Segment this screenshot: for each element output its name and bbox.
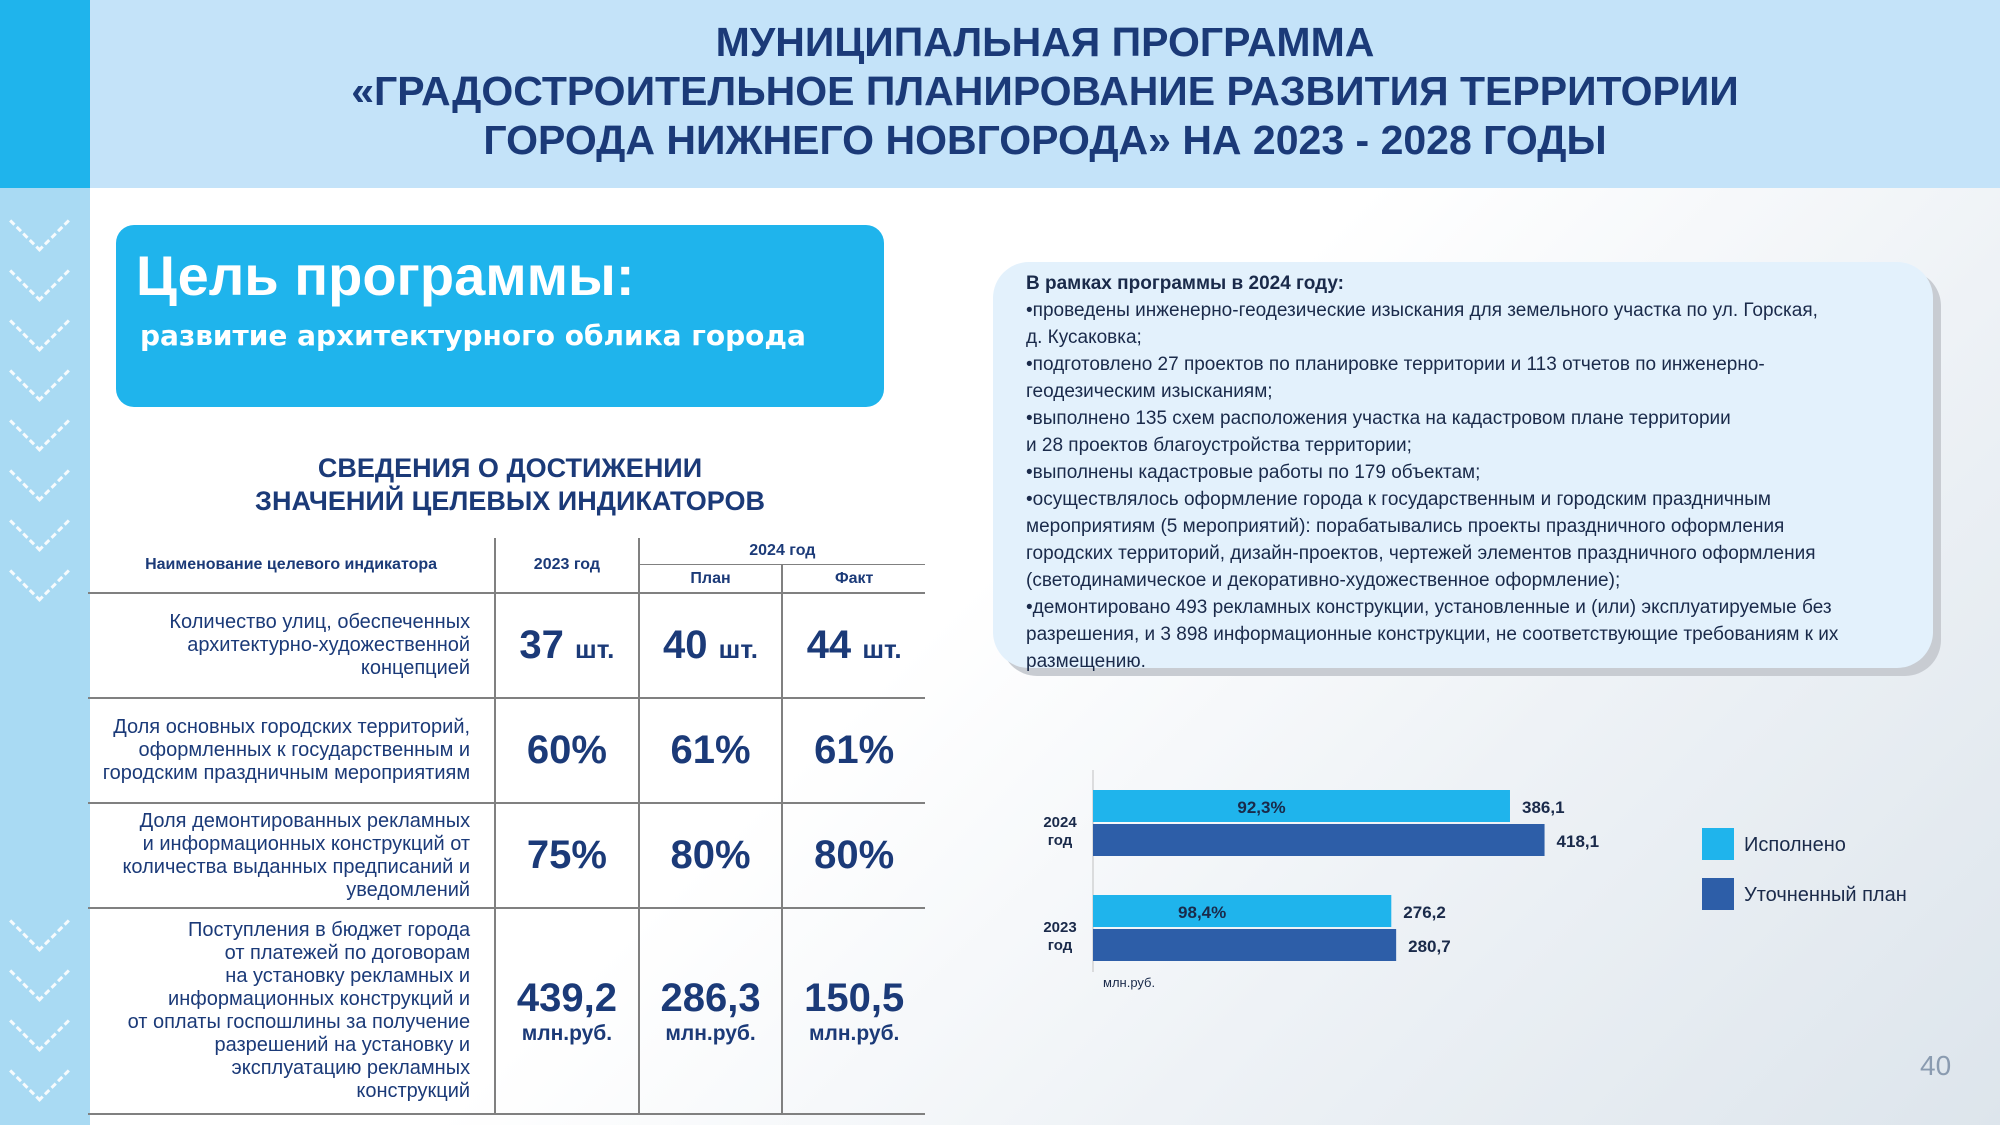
category-label: 2023 bbox=[1043, 919, 1076, 936]
value-fact: 80% bbox=[781, 803, 925, 909]
legend-label: Уточненный план bbox=[1744, 884, 1907, 906]
indicators-title: СВЕДЕНИЯ О ДОСТИЖЕНИИ ЗНАЧЕНИЙ ЦЕЛЕВЫХ И… bbox=[180, 452, 840, 518]
indicator-name: Количество улиц, обеспеченных архитектур… bbox=[88, 593, 496, 699]
data-label: 418,1 bbox=[1557, 832, 1600, 851]
info-line: •выполнены кадастровые работы по 179 объ… bbox=[1026, 462, 1481, 483]
col-header-fact: Факт bbox=[781, 564, 925, 595]
info-line: •подготовлено 27 проектов по планировке … bbox=[1026, 354, 1765, 375]
goal-text: развитие архитектурного облика города bbox=[140, 319, 806, 352]
indicators-title-line: СВЕДЕНИЯ О ДОСТИЖЕНИИ bbox=[317, 453, 703, 483]
col-header-2024: 2024 год bbox=[637, 538, 925, 566]
budget-chart: 2024год386,1418,192,3%2023год276,2280,79… bbox=[1043, 770, 1907, 990]
category-label: год bbox=[1048, 937, 1073, 954]
page-title-line: МУНИЦИПАЛЬНАЯ ПРОГРАММА bbox=[715, 19, 1375, 65]
data-label: 280,7 bbox=[1408, 937, 1451, 956]
chart-bar bbox=[1093, 790, 1510, 822]
info-line: •осуществлялось оформление города к госу… bbox=[1026, 489, 1771, 510]
goal-title: Цель программы: bbox=[136, 244, 635, 307]
indicator-name: Доля основных городских территорий, офор… bbox=[88, 698, 496, 804]
info-line: городских территорий, дизайн-проектов, ч… bbox=[1026, 543, 1816, 564]
left-decor-top bbox=[0, 0, 90, 188]
legend-swatch bbox=[1702, 828, 1734, 860]
table-row: Доля основных городских территорий, офор… bbox=[88, 698, 925, 804]
col-header-plan: План bbox=[637, 564, 783, 595]
info-line: разрешения, и 3 898 информационные конст… bbox=[1026, 624, 1839, 645]
info-heading: В рамках программы в 2024 году: bbox=[1026, 273, 1344, 294]
info-line: размещению. bbox=[1026, 651, 1146, 672]
page-title: МУНИЦИПАЛЬНАЯ ПРОГРАММА «ГРАДОСТРОИТЕЛЬН… bbox=[90, 18, 2000, 165]
value-2023: 60% bbox=[494, 698, 639, 804]
percent-label: 92,3% bbox=[1237, 798, 1285, 817]
info-line: и 28 проектов благоустройства территории… bbox=[1026, 435, 1412, 456]
value-plan: 40 шт. bbox=[637, 593, 783, 699]
header-band bbox=[90, 0, 2000, 188]
info-line: •проведены инженерно-геодезические изыск… bbox=[1026, 300, 1818, 321]
info-line: мероприятиям (5 мероприятий): порабатыва… bbox=[1026, 516, 1785, 537]
col-header-2023: 2023 год bbox=[494, 538, 639, 594]
value-plan: 286,3 млн.руб. bbox=[637, 908, 783, 1115]
unit-label: млн.руб. bbox=[1103, 975, 1155, 990]
value-2023: 37 шт. bbox=[494, 593, 639, 699]
value-fact: 44 шт. bbox=[781, 593, 925, 699]
percent-label: 98,4% bbox=[1178, 903, 1226, 922]
info-line: (светодинамическое и декоративно-художес… bbox=[1026, 570, 1621, 591]
info-line: •демонтировано 493 рекламных конструкции… bbox=[1026, 597, 1832, 618]
value-fact: 61% bbox=[781, 698, 925, 804]
info-line: •выполнено 135 схем расположения участка… bbox=[1026, 408, 1731, 429]
value-2023: 75% bbox=[494, 803, 639, 909]
info-text: В рамках программы в 2024 году: •проведе… bbox=[1026, 270, 1926, 675]
page-title-line: «ГРАДОСТРОИТЕЛЬНОЕ ПЛАНИРОВАНИЕ РАЗВИТИЯ… bbox=[351, 68, 1739, 114]
chart-bar bbox=[1093, 929, 1397, 961]
col-header-name: Наименование целевого индикатора bbox=[88, 538, 496, 594]
chart-bar bbox=[1093, 895, 1392, 927]
indicators-title-line: ЗНАЧЕНИЙ ЦЕЛЕВЫХ ИНДИКАТОРОВ bbox=[255, 486, 765, 516]
table-row: Количество улиц, обеспеченных архитектур… bbox=[88, 593, 925, 699]
value-2023: 439,2 млн.руб. bbox=[494, 908, 639, 1115]
page-number: 40 bbox=[1920, 1050, 1952, 1081]
info-line: геодезическим изысканиям; bbox=[1026, 381, 1273, 402]
data-label: 276,2 bbox=[1403, 903, 1446, 922]
chart-bar bbox=[1093, 824, 1545, 856]
table-row: Поступления в бюджет города от платежей … bbox=[88, 908, 925, 1115]
legend-label: Исполнено bbox=[1744, 834, 1846, 856]
value-plan: 61% bbox=[637, 698, 783, 804]
value-fact: 150,5 млн.руб. bbox=[781, 908, 925, 1115]
page-title-line: ГОРОДА НИЖНЕГО НОВГОРОДА» НА 2023 - 2028… bbox=[483, 117, 1607, 163]
indicators-table: Наименование целевого индикатора 2023 го… bbox=[88, 538, 925, 1115]
info-line: д. Кусаковка; bbox=[1026, 327, 1142, 348]
category-label: год bbox=[1048, 832, 1073, 849]
category-label: 2024 bbox=[1043, 814, 1077, 831]
indicator-name: Доля демонтированных рекламных и информа… bbox=[88, 803, 496, 909]
data-label: 386,1 bbox=[1522, 798, 1565, 817]
info-box bbox=[993, 262, 1933, 668]
value-plan: 80% bbox=[637, 803, 783, 909]
goal-box: Цель программы: развитие архитектурного … bbox=[116, 225, 884, 407]
indicator-name: Поступления в бюджет города от платежей … bbox=[88, 908, 496, 1115]
table-row: Доля демонтированных рекламных и информа… bbox=[88, 803, 925, 909]
legend-swatch bbox=[1702, 878, 1734, 910]
